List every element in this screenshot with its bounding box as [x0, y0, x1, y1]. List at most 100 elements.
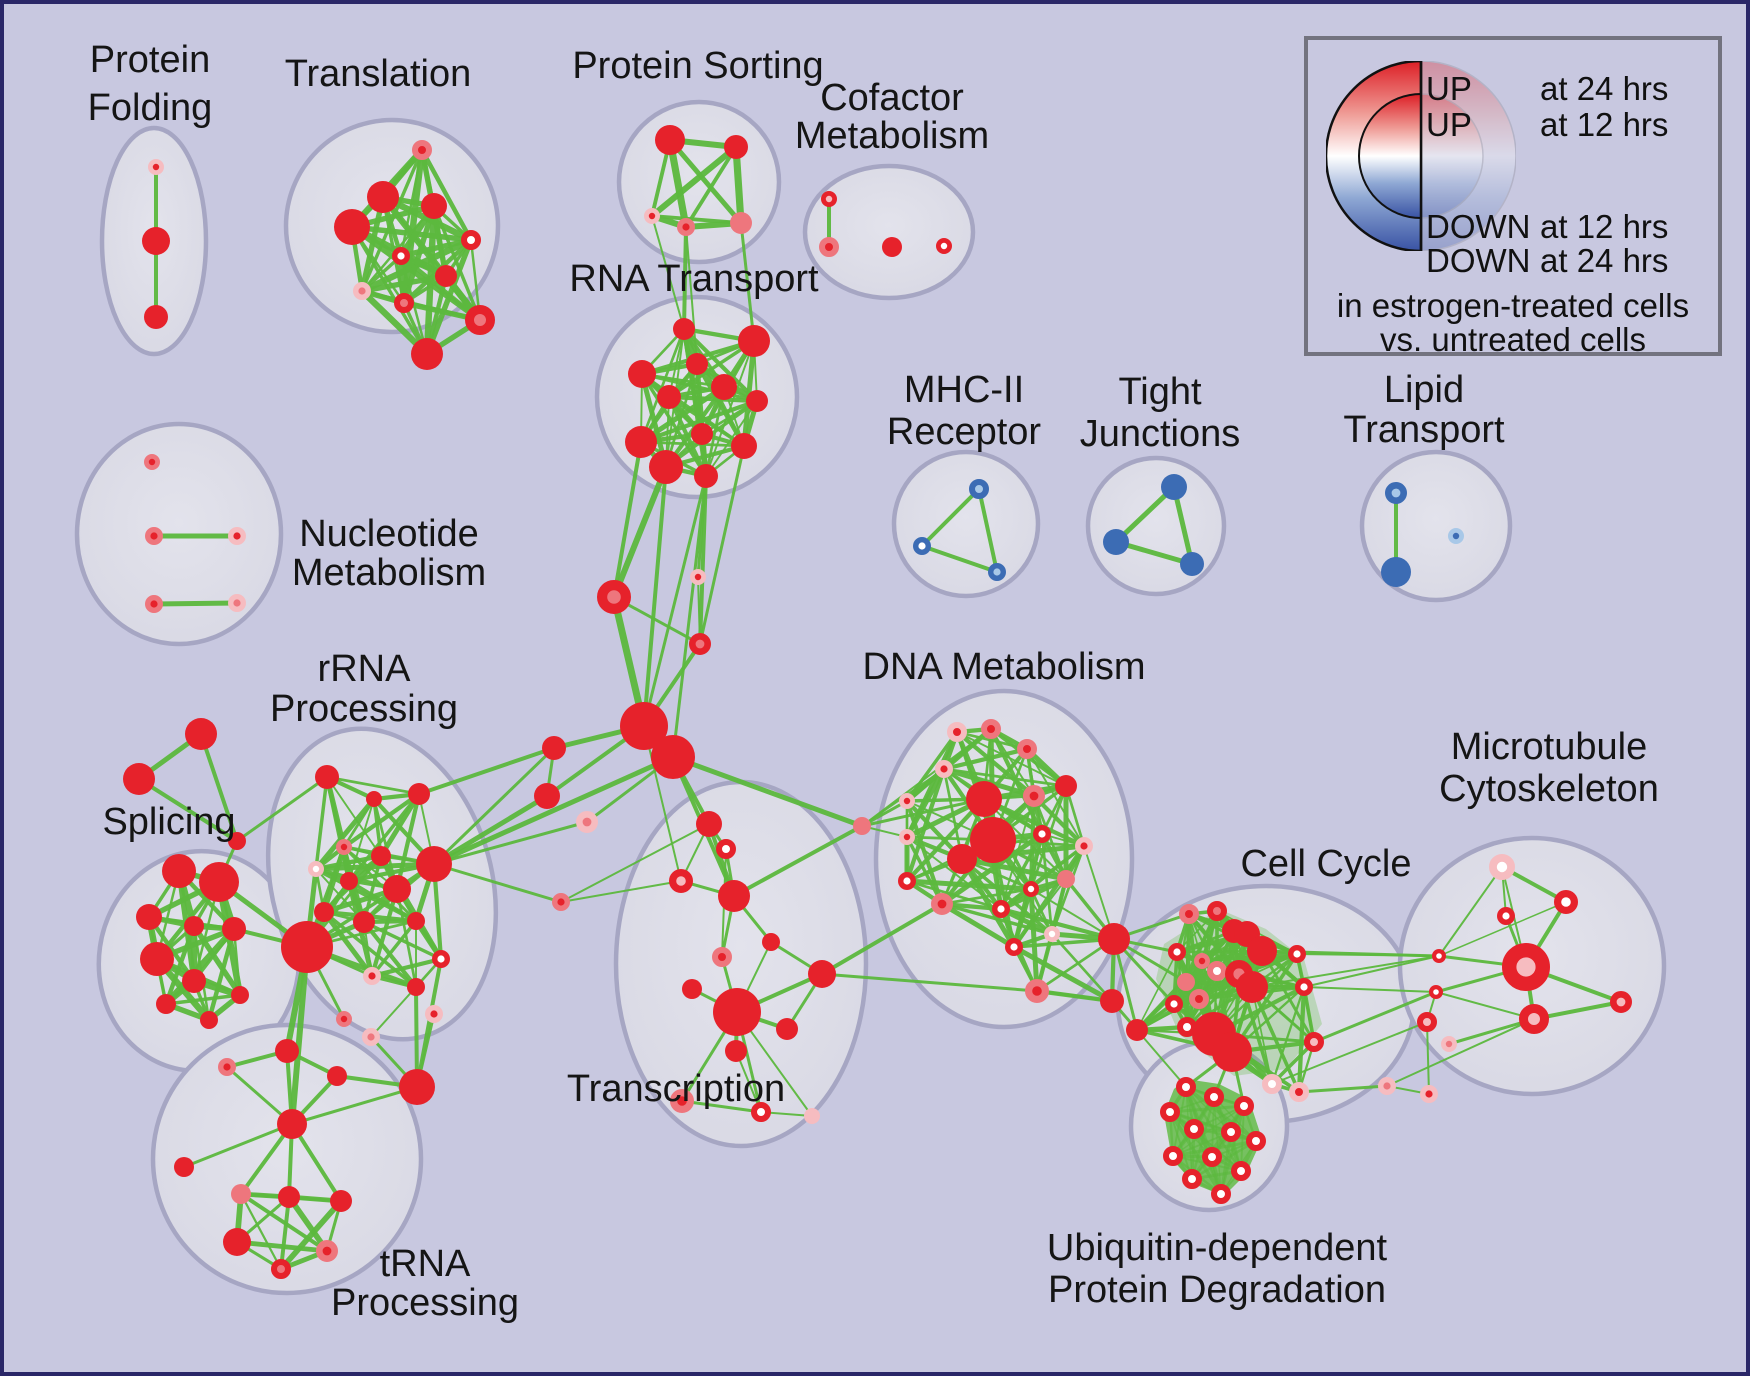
node-cc20[interactable]: [1262, 1074, 1282, 1094]
node-ub4[interactable]: [1160, 1102, 1180, 1122]
node-cc6[interactable]: [1194, 953, 1211, 970]
node-rr5[interactable]: [307, 861, 324, 878]
node-cf4[interactable]: [936, 237, 953, 254]
node-rr8[interactable]: [416, 846, 452, 882]
node-tu6[interactable]: [335, 1011, 352, 1028]
node-tc11[interactable]: [725, 1040, 747, 1062]
node-tc12[interactable]: [669, 1088, 694, 1113]
node-tx2[interactable]: [278, 1186, 300, 1208]
node-dn4[interactable]: [935, 760, 954, 779]
node-tc13[interactable]: [751, 1102, 771, 1122]
node-dn3[interactable]: [1017, 739, 1037, 759]
node-nm3[interactable]: [227, 527, 246, 546]
node-cc5[interactable]: [1247, 936, 1277, 966]
node-cn4[interactable]: [552, 893, 571, 912]
node-sp7[interactable]: [182, 969, 206, 993]
node-nm2[interactable]: [144, 527, 163, 546]
node-mt5[interactable]: [1428, 984, 1443, 999]
node-dn10[interactable]: [970, 817, 1016, 863]
node-dn21[interactable]: [1024, 978, 1049, 1003]
node-rr7[interactable]: [340, 872, 358, 890]
node-nm5[interactable]: [227, 594, 246, 613]
node-rt6[interactable]: [657, 385, 681, 409]
node-ub11[interactable]: [1182, 1169, 1202, 1189]
node-ub8[interactable]: [1163, 1146, 1183, 1166]
node-cl1[interactable]: [542, 736, 566, 760]
node-sp8[interactable]: [156, 994, 176, 1014]
node-rr11[interactable]: [407, 912, 425, 930]
node-dn2[interactable]: [981, 719, 1001, 739]
node-tc2[interactable]: [716, 839, 736, 859]
node-lp3[interactable]: [1448, 528, 1465, 545]
node-dn8[interactable]: [1074, 837, 1093, 856]
node-st3[interactable]: [228, 832, 246, 850]
node-tr3[interactable]: [421, 193, 447, 219]
node-cf3[interactable]: [882, 237, 902, 257]
node-tj3[interactable]: [1180, 552, 1204, 576]
node-dn12[interactable]: [899, 829, 916, 846]
node-tc14[interactable]: [804, 1108, 820, 1124]
node-tc3[interactable]: [668, 868, 693, 893]
node-hb1[interactable]: [620, 702, 668, 750]
node-tc9[interactable]: [713, 988, 761, 1036]
node-rr6[interactable]: [371, 846, 391, 866]
node-ps3[interactable]: [644, 207, 661, 224]
node-tc10[interactable]: [776, 1018, 798, 1040]
node-tc4[interactable]: [718, 880, 750, 912]
node-st2[interactable]: [123, 763, 155, 795]
node-cf1[interactable]: [821, 190, 838, 207]
node-tx3[interactable]: [330, 1190, 352, 1212]
node-tr1[interactable]: [412, 140, 432, 160]
node-tu2[interactable]: [275, 1039, 299, 1063]
node-ps4[interactable]: [677, 217, 696, 236]
node-rr4[interactable]: [335, 839, 352, 856]
node-cc13[interactable]: [1164, 995, 1183, 1014]
node-ps1[interactable]: [655, 125, 685, 155]
node-tu5[interactable]: [399, 1069, 435, 1105]
node-cc22[interactable]: [1126, 1019, 1148, 1041]
node-sp9[interactable]: [200, 1011, 218, 1029]
node-rt9[interactable]: [691, 423, 713, 445]
node-mh3[interactable]: [988, 563, 1007, 582]
node-rr3[interactable]: [408, 783, 430, 805]
node-st1[interactable]: [185, 718, 217, 750]
node-ub5[interactable]: [1184, 1119, 1204, 1139]
node-tr2[interactable]: [367, 181, 399, 213]
node-tj2[interactable]: [1103, 529, 1129, 555]
node-dn19[interactable]: [1005, 938, 1024, 957]
node-tx4[interactable]: [223, 1228, 251, 1256]
node-cc19[interactable]: [1304, 1032, 1324, 1052]
node-cc1[interactable]: [1179, 904, 1199, 924]
node-tc6[interactable]: [712, 947, 732, 967]
node-tr5[interactable]: [461, 230, 481, 250]
node-pf2[interactable]: [142, 227, 170, 255]
node-ub2[interactable]: [1204, 1087, 1224, 1107]
node-trh[interactable]: [277, 1109, 307, 1139]
node-rt5[interactable]: [711, 374, 737, 400]
node-ub6[interactable]: [1221, 1122, 1241, 1142]
node-mt11[interactable]: [1377, 1076, 1396, 1095]
node-rt8[interactable]: [625, 426, 657, 458]
node-cf2[interactable]: [819, 237, 839, 257]
node-rr15[interactable]: [363, 967, 382, 986]
node-sp6[interactable]: [140, 942, 174, 976]
node-dn20[interactable]: [1044, 926, 1061, 943]
node-mt6[interactable]: [1501, 943, 1550, 992]
node-mh1[interactable]: [969, 479, 989, 499]
node-dn14[interactable]: [1057, 870, 1075, 888]
node-dn17[interactable]: [992, 900, 1011, 919]
node-dn6[interactable]: [1055, 775, 1077, 797]
node-dn16[interactable]: [930, 892, 953, 915]
node-dnh[interactable]: [1098, 923, 1130, 955]
node-rr2[interactable]: [366, 791, 382, 807]
node-tr4[interactable]: [334, 209, 370, 245]
node-tc8[interactable]: [682, 979, 702, 999]
node-tu3[interactable]: [327, 1066, 347, 1086]
node-rr14[interactable]: [432, 950, 451, 969]
node-dn9[interactable]: [966, 781, 1002, 817]
node-rr12[interactable]: [314, 902, 334, 922]
node-cc7[interactable]: [1167, 943, 1186, 962]
node-cc21[interactable]: [1289, 1082, 1309, 1102]
node-mt8[interactable]: [1519, 1004, 1549, 1034]
node-pf1[interactable]: [147, 158, 164, 175]
